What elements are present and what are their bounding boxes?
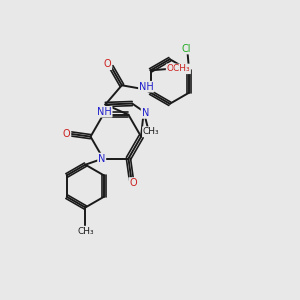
Text: N: N bbox=[98, 154, 105, 164]
Text: NH: NH bbox=[97, 107, 112, 117]
Text: O: O bbox=[104, 59, 111, 69]
Text: O: O bbox=[63, 129, 70, 139]
Text: NH: NH bbox=[139, 82, 154, 92]
Text: Cl: Cl bbox=[182, 44, 191, 54]
Text: CH₃: CH₃ bbox=[77, 226, 94, 236]
Text: CH₃: CH₃ bbox=[143, 127, 160, 136]
Text: N: N bbox=[142, 108, 149, 118]
Text: O: O bbox=[129, 178, 137, 188]
Text: OCH₃: OCH₃ bbox=[167, 64, 190, 74]
